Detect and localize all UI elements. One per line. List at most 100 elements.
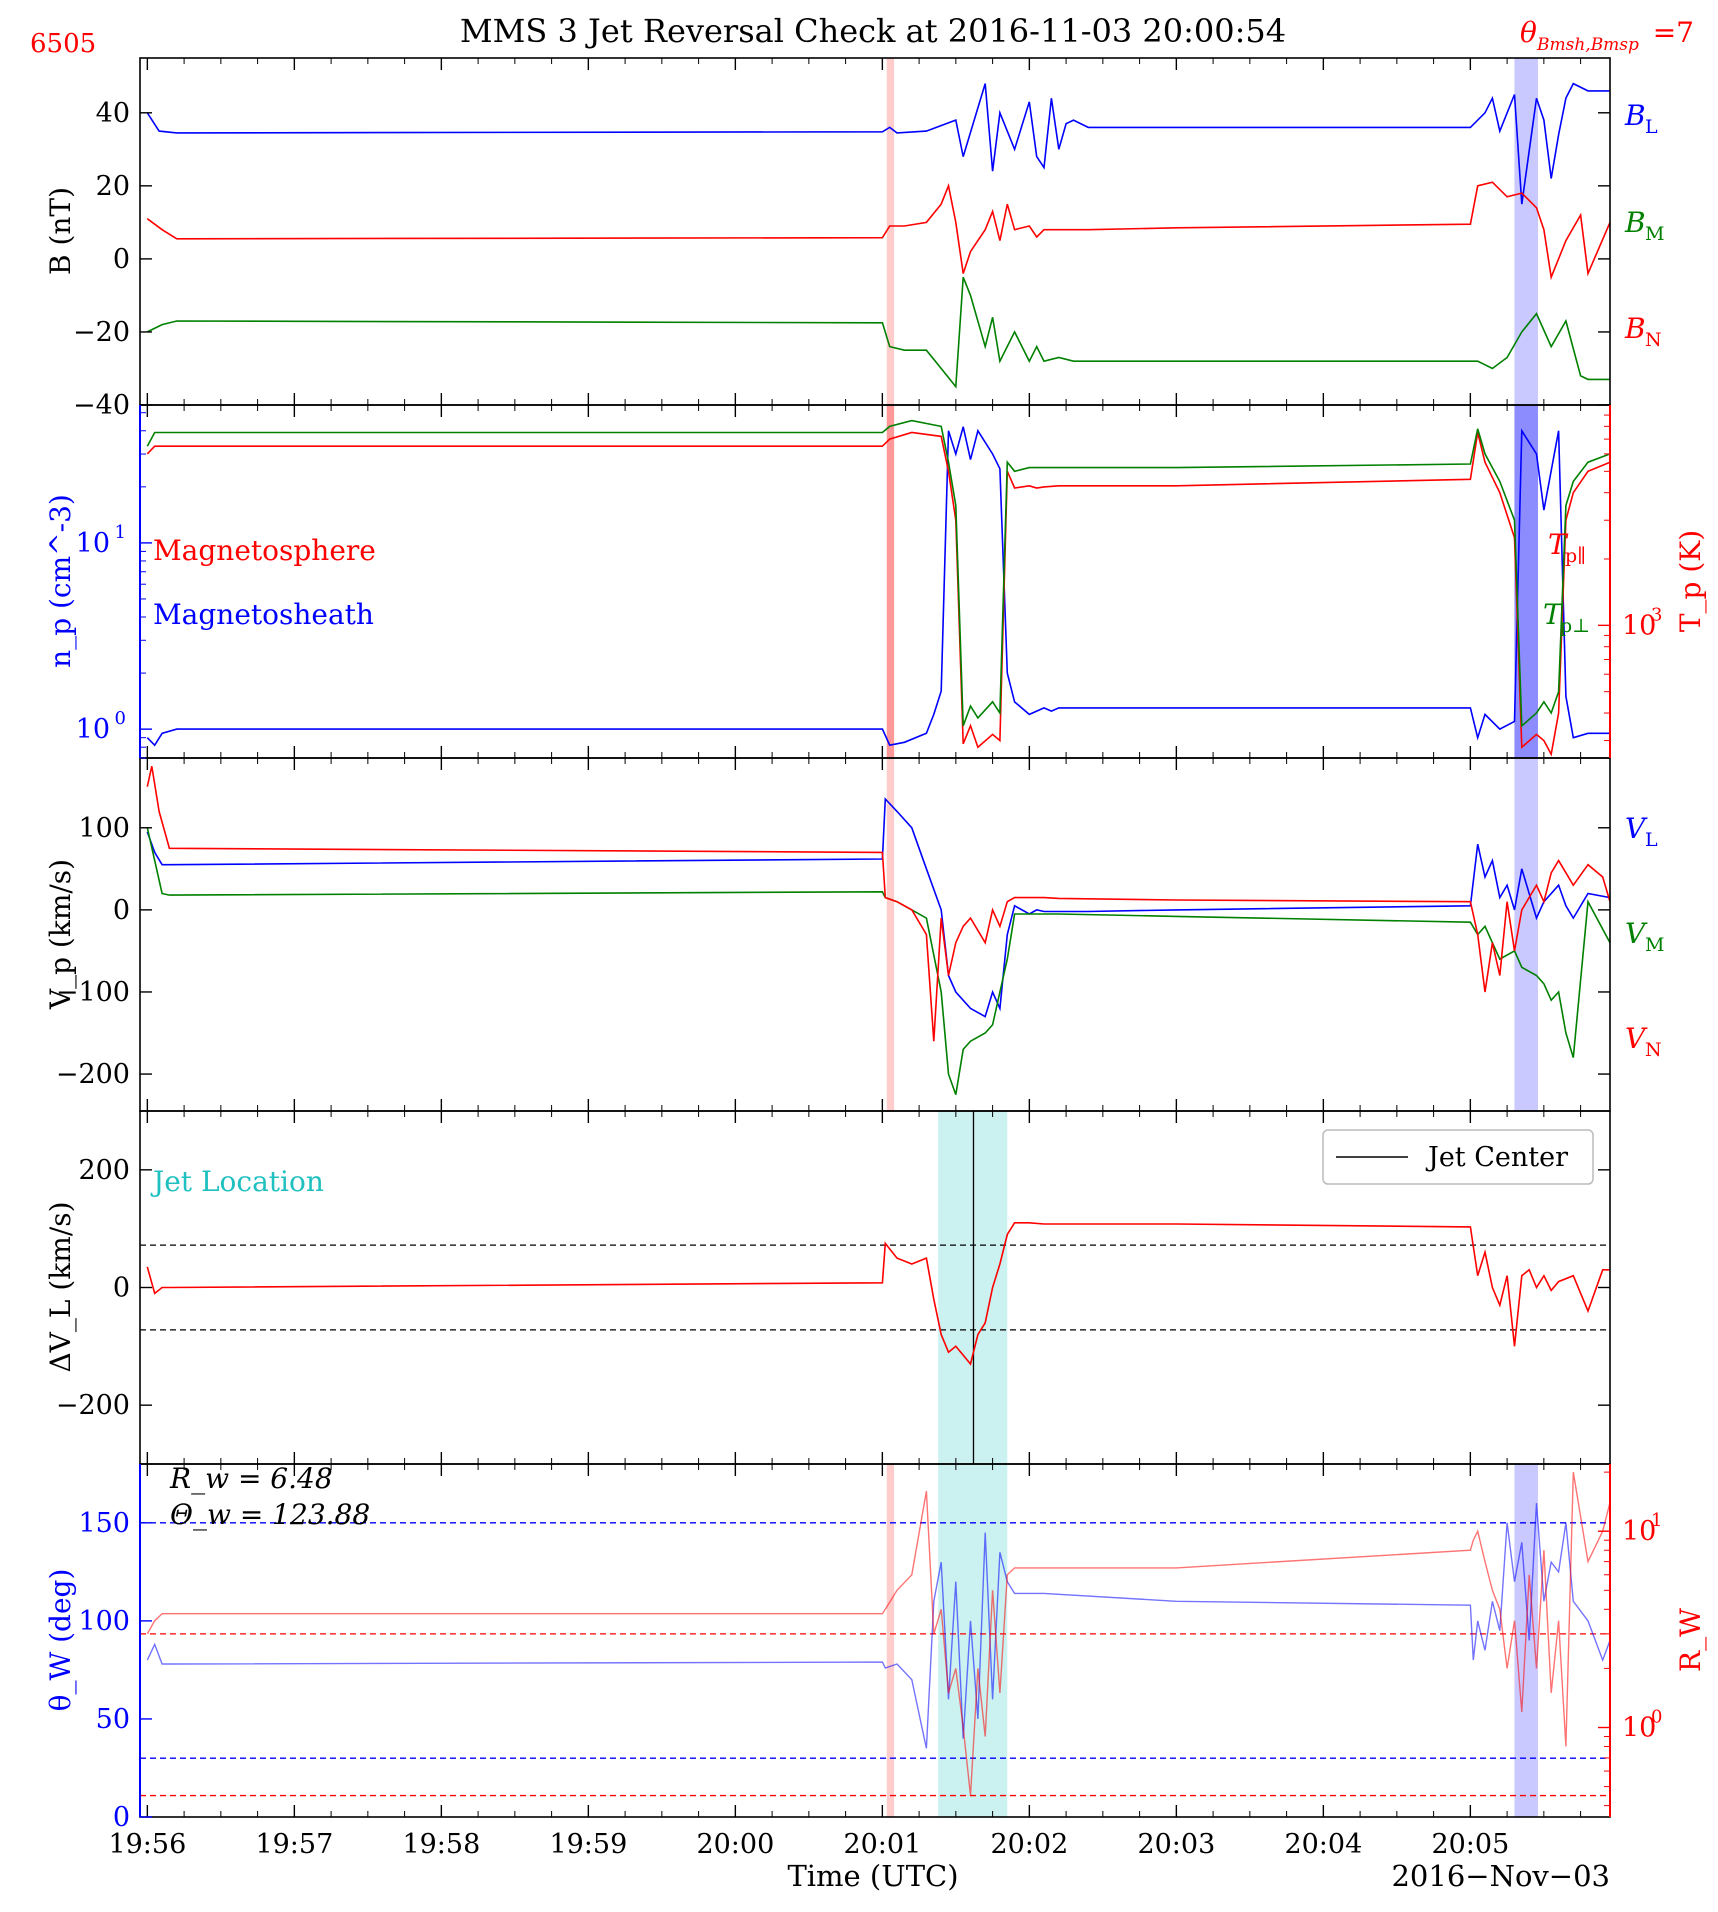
legend-subscript: p⊥ [1560, 615, 1590, 637]
y-tick-label: 100 [78, 1606, 130, 1637]
legend-symbol: B [1624, 312, 1646, 345]
y-axis-label-np: n_p (cm^-3) [44, 494, 77, 668]
legend-subscript: N [1645, 1039, 1662, 1061]
x-tick-label: 20:02 [990, 1829, 1068, 1860]
legend-subscript: N [1645, 329, 1662, 351]
legend-subscript: p∥ [1565, 545, 1586, 567]
x-axis-label: Time (UTC) [787, 1859, 958, 1893]
series-line-dVL [146, 1222, 1610, 1366]
x-tick-label: 19:56 [108, 1829, 186, 1860]
series-line-B_L [146, 82, 1610, 205]
x-tick-label: 19:58 [402, 1829, 480, 1860]
y-tick-base: 10 [76, 528, 110, 559]
y-tick-label: 0 [113, 244, 130, 275]
y-tick-label: 50 [96, 1704, 130, 1735]
series-line-T_p⊥ [146, 419, 1611, 728]
x-tick-label: 20:01 [843, 1829, 921, 1860]
y-tick-base: 10 [76, 714, 110, 745]
panel-frame-3 [139, 757, 1611, 1112]
theta-value: =7 [1653, 16, 1694, 49]
x-tick-label: 20:05 [1431, 1829, 1509, 1860]
y-tick-exp: 1 [115, 522, 126, 543]
legend-frame [1322, 1129, 1594, 1185]
y-tick-exp: 3 [1651, 604, 1662, 625]
theta-symbol: θ [1520, 16, 1537, 49]
series-line-R_W [146, 1471, 1611, 1796]
y-tick-base: 10 [1622, 1516, 1656, 1547]
y-tick-label: 103 [1622, 604, 1662, 641]
y-tick-base: 10 [1622, 610, 1656, 641]
red-span-panel-3 [886, 758, 895, 1111]
x-tick-label: 20:03 [1137, 1829, 1215, 1860]
legend-symbol: B [1624, 99, 1646, 132]
x-tick-label: 19:57 [255, 1829, 333, 1860]
annotation-magnetosphere: Magnetosphere [153, 534, 376, 567]
y-tick-label: −40 [73, 390, 130, 421]
legend-label-jet-center: Jet Center [1425, 1142, 1568, 1173]
series-line-V_L [146, 797, 1611, 1018]
jet-location-span-panel-4 [938, 1111, 1008, 1464]
series-line-V_M [146, 827, 1611, 1095]
annotation-magnetosheath: Magnetosheath [153, 598, 374, 631]
series-line-B_M [146, 276, 1610, 389]
legend-symbol: V [1625, 812, 1648, 845]
red-span-panel-2 [886, 405, 895, 758]
series-line-n_p [146, 426, 1610, 747]
legend-symbol: V [1625, 1022, 1648, 1055]
stat-rw: R_w = 6.48 [169, 1462, 333, 1495]
y-axis-label-Vp: V_p (km/s) [44, 859, 77, 1010]
y-tick-label: 20 [96, 171, 130, 202]
legend-symbol: V [1625, 917, 1648, 950]
legend-label-T_p⊥: Tp⊥ [1543, 598, 1590, 637]
stat-theta-w: Θ_w = 123.88 [170, 1498, 370, 1531]
y-tick-exp: 0 [1651, 1707, 1662, 1728]
y-tick-label: −200 [56, 1059, 130, 1090]
series-layer [140, 82, 1611, 1797]
legend-subscript: M [1645, 934, 1664, 956]
y-axis-label-RW: R_W [1674, 1608, 1707, 1672]
shaded-spans-layer [886, 58, 1538, 1817]
figure-title: MMS 3 Jet Reversal Check at 2016-11-03 2… [460, 12, 1286, 50]
y-tick-label: 101 [1622, 1510, 1662, 1547]
theta-subscript: Bmsh,Bmsp [1536, 35, 1639, 55]
axes-layer [139, 57, 1611, 1818]
y-tick-label: 40 [96, 98, 130, 129]
date-label: 2016−Nov−03 [1391, 1859, 1610, 1893]
legend-symbol: T [1543, 598, 1564, 631]
y-tick-label: 150 [78, 1508, 130, 1539]
legend-subscript: L [1645, 116, 1658, 138]
legend-box: Jet Center [1322, 1129, 1594, 1185]
y-tick-exp: 1 [1651, 1510, 1662, 1531]
red-span-panel-1 [886, 58, 895, 405]
legend-label-T_p∥: Tp∥ [1548, 528, 1586, 567]
series-line-θ_W [146, 1503, 1611, 1749]
series-line-T_p∥ [146, 431, 1611, 757]
y-tick-label: −200 [56, 1390, 130, 1421]
text-layer: MMS 3 Jet Reversal Check at 2016-11-03 2… [30, 12, 1707, 1893]
x-tick-label: 20:00 [696, 1829, 774, 1860]
x-tick-label: 19:59 [549, 1829, 627, 1860]
y-axis-label-dVL: ΔV_L (km/s) [44, 1201, 77, 1372]
series-line-B_N [146, 181, 1611, 281]
legend-subscript: L [1645, 829, 1658, 851]
y-tick-exp: 0 [115, 708, 126, 729]
y-tick-label: 0 [113, 1273, 130, 1304]
blue-span-panel-3 [1514, 758, 1538, 1111]
event-id: 6505 [30, 29, 96, 59]
red-span-panel-5 [886, 1464, 895, 1817]
series-line-V_N [146, 766, 1611, 1042]
y-tick-label: −100 [56, 977, 130, 1008]
y-axis-label-B: B (nT) [44, 187, 77, 275]
y-axis-label-Tp: T_p (K) [1674, 530, 1707, 632]
panel-frame-2 [139, 404, 1611, 759]
y-tick-label: 100 [1622, 1707, 1662, 1744]
